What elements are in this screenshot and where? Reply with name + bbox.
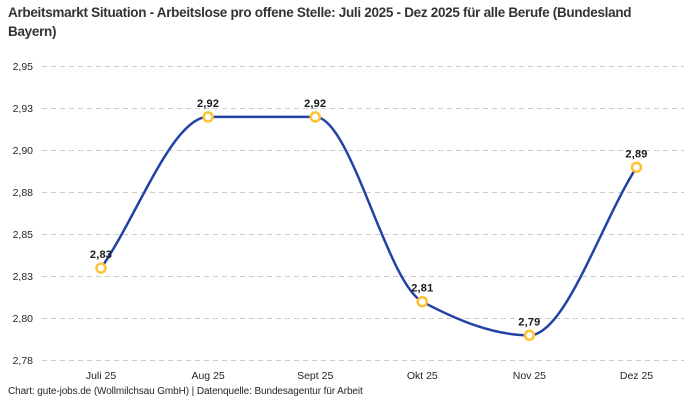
data-point-marker: [630, 161, 643, 174]
data-point-marker: [416, 295, 429, 308]
chart-footer-attribution: Chart: gute-jobs.de (Wollmilchsau GmbH) …: [8, 386, 363, 397]
y-axis-tick-label: 2,83: [13, 271, 34, 283]
y-axis-tick-label: 2,93: [13, 103, 34, 115]
data-point-marker: [309, 111, 321, 123]
data-point-marker: [95, 262, 107, 274]
x-axis-tick-label: Sept 25: [297, 370, 333, 382]
data-point-label: 2,92: [197, 98, 219, 110]
x-axis-tick-label: Okt 25: [407, 370, 438, 382]
y-axis-tick-label: 2,88: [13, 187, 34, 199]
data-point-label: 2,83: [90, 249, 112, 261]
y-axis-tick-label: 2,95: [13, 61, 34, 73]
data-point-marker: [523, 329, 536, 342]
chart-title: Arbeitsmarkt Situation - Arbeitslose pro…: [8, 5, 632, 39]
data-point-label: 2,79: [518, 316, 540, 328]
x-axis-tick-label: Nov 25: [513, 370, 546, 382]
data-point-label: 2,92: [304, 98, 326, 110]
x-axis-tick-label: Dez 25: [620, 370, 653, 382]
x-axis-tick-label: Juli 25: [86, 370, 117, 382]
x-axis-tick-label: Aug 25: [191, 370, 224, 382]
data-point-label: 2,89: [625, 148, 647, 160]
data-point-label: 2,81: [411, 283, 433, 295]
y-axis-tick-label: 2,78: [13, 355, 34, 367]
y-axis-tick-label: 2,85: [13, 229, 34, 241]
y-axis-tick-label: 2,80: [13, 313, 34, 325]
y-axis-tick-label: 2,90: [13, 145, 34, 157]
data-point-marker: [202, 111, 214, 123]
series-line: [99, 115, 638, 337]
